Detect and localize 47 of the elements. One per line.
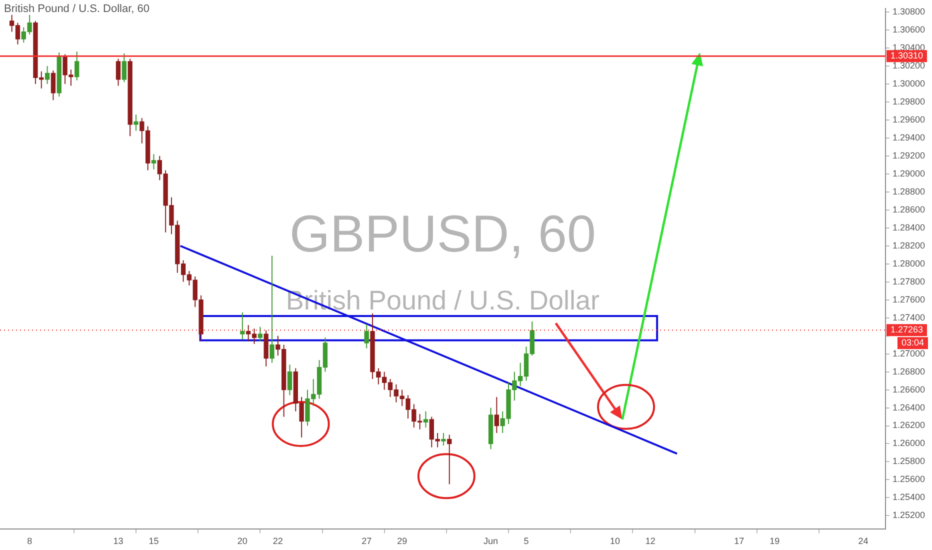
y-tick-label: 1.25200 (892, 510, 926, 520)
y-tick-label: 1.30800 (892, 6, 926, 16)
x-tick-label: 15 (148, 536, 159, 546)
x-tick-label: 5 (524, 536, 529, 546)
y-tick-label: 1.30000 (892, 78, 926, 88)
y-tick-label: 1.29200 (892, 150, 926, 160)
y-tick-label: 1.29800 (892, 96, 926, 106)
y-tick-label: 1.28000 (892, 258, 926, 268)
y-tick-label: 1.27800 (892, 276, 926, 286)
x-tick-label: 13 (113, 536, 124, 546)
y-tick-label: 1.28200 (892, 240, 926, 250)
text: 03:04 (901, 338, 924, 348)
y-tick-label: 1.28600 (892, 204, 926, 214)
x-tick-label: 22 (272, 536, 283, 546)
ref-line-label: 1.30310 (890, 50, 924, 61)
x-tick-label: 10 (610, 536, 620, 546)
y-tick-label: 1.26000 (892, 438, 926, 448)
y-tick-label: 1.27400 (892, 312, 926, 322)
y-tick-label: 1.26400 (892, 402, 926, 412)
x-tick-label: 19 (770, 536, 780, 546)
x-tick-label: 27 (362, 536, 372, 546)
y-tick-label: 1.29600 (892, 114, 926, 124)
y-tick-label: 1.27000 (892, 348, 926, 358)
y-tick-label: 1.26600 (892, 384, 926, 394)
y-tick-label: 1.26800 (892, 366, 926, 376)
y-tick-label: 1.30400 (892, 42, 926, 52)
y-tick-label: 1.29000 (892, 168, 926, 178)
y-tick-label: 1.30600 (892, 24, 926, 34)
x-tick-label: 20 (237, 536, 248, 546)
y-tick-label: 1.30200 (892, 60, 926, 70)
x-tick-label: 24 (858, 536, 868, 546)
chart-title: British Pound / U.S. Dollar, 60 (4, 3, 150, 15)
x-tick-label: Jun (484, 536, 498, 546)
x-tick-label: 8 (27, 536, 32, 546)
y-tick-label: 1.25600 (892, 474, 926, 484)
y-tick-label: 1.25800 (892, 456, 926, 466)
y-tick-label: 1.29400 (892, 132, 926, 142)
x-tick-label: 29 (397, 536, 408, 546)
y-tick-label: 1.25400 (892, 492, 926, 502)
x-tick-label: 12 (645, 536, 656, 546)
y-tick-label: 1.26200 (892, 420, 926, 430)
x-tick-label: 17 (734, 536, 744, 546)
ref-line-label: 1.27263 (890, 324, 924, 335)
y-tick-label: 1.28800 (892, 186, 926, 196)
y-tick-label: 1.28400 (892, 222, 926, 232)
annotation: GBPUSD, 60 (290, 205, 596, 264)
y-tick-label: 1.27600 (892, 294, 926, 304)
